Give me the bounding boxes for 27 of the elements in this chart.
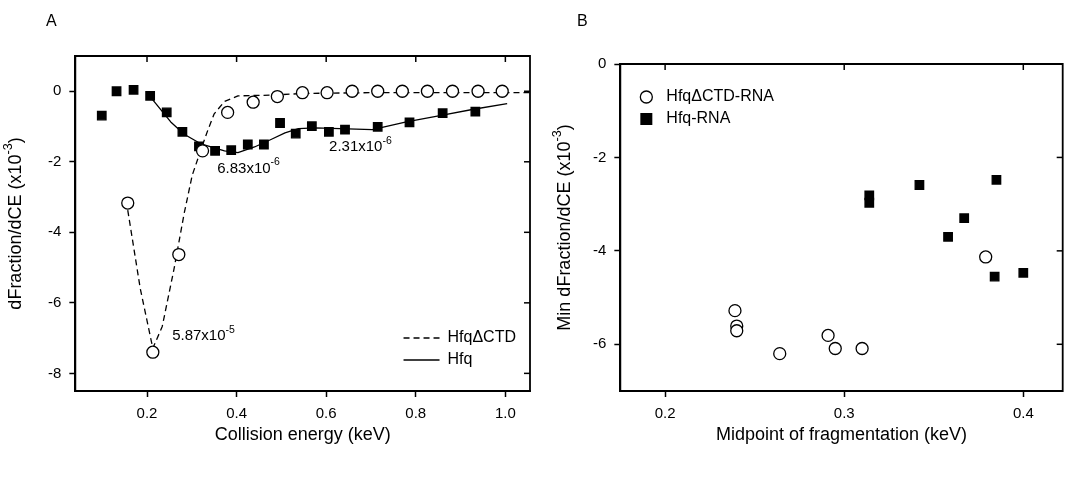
x-tick-label: 0.6: [315, 404, 337, 422]
y-tick-label: -4: [592, 241, 607, 258]
x-axis-title: Collision energy (keV): [214, 423, 391, 444]
y-tick-label: -6: [592, 334, 607, 352]
legend-label: Hfq: [447, 350, 473, 368]
y-tick-label: 0: [52, 81, 62, 99]
x-tick-label: 0.4: [1012, 404, 1034, 422]
legend-label: HfqΔCTD: [447, 328, 516, 346]
chart-title: B: [577, 12, 588, 30]
y-tick-label: -6: [47, 292, 62, 310]
x-tick-label: 0.2: [654, 404, 676, 422]
x-tick-label: 0.8: [405, 404, 427, 422]
legend-label: HfqΔCTD-RNA: [666, 87, 775, 105]
y-tick-label: -8: [47, 363, 62, 381]
x-tick-label: 1.0: [494, 404, 516, 422]
x-tick-label: 0.4: [226, 404, 248, 422]
x-axis-title: Midpoint of fragmentation (keV): [715, 423, 968, 444]
y-axis-title: Min dFraction/dCE (x10-3): [550, 124, 574, 331]
legend-label: Hfq-RNA: [666, 109, 731, 127]
y-tick-label: 0: [597, 54, 607, 72]
y-tick-label: -4: [47, 222, 62, 240]
x-tick-label: 0.3: [833, 404, 855, 422]
x-tick-label: 0.2: [136, 404, 158, 422]
y-tick-label: -2: [592, 147, 607, 165]
y-tick-label: -2: [47, 151, 62, 169]
y-axis-title: dFraction/dCE (x10-3): [1, 137, 25, 310]
chart-title: A: [46, 12, 57, 30]
